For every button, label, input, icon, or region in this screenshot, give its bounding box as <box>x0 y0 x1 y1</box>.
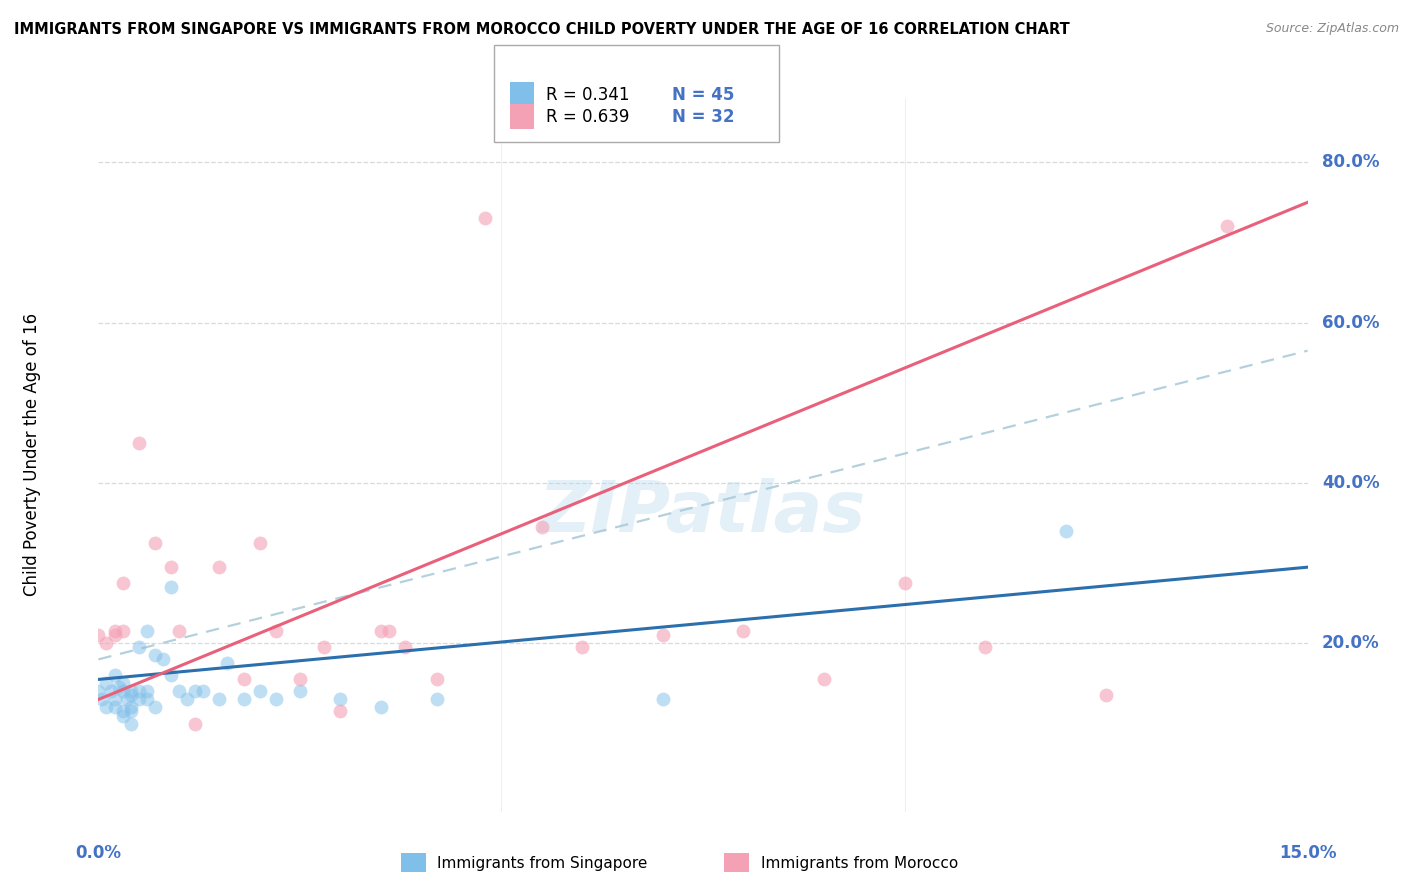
Text: Source: ZipAtlas.com: Source: ZipAtlas.com <box>1265 22 1399 36</box>
Text: IMMIGRANTS FROM SINGAPORE VS IMMIGRANTS FROM MOROCCO CHILD POVERTY UNDER THE AGE: IMMIGRANTS FROM SINGAPORE VS IMMIGRANTS … <box>14 22 1070 37</box>
Point <box>120 700 142 714</box>
Point <box>184 684 207 698</box>
Point <box>87 628 110 642</box>
Point <box>474 211 496 226</box>
Point <box>893 576 915 591</box>
Point <box>135 692 157 706</box>
Point <box>377 624 399 639</box>
Point <box>264 692 287 706</box>
Point <box>128 436 150 450</box>
Point <box>651 692 673 706</box>
Point <box>111 684 134 698</box>
Text: Immigrants from Singapore: Immigrants from Singapore <box>437 856 648 871</box>
Point <box>143 700 166 714</box>
Point <box>329 692 352 706</box>
Point <box>813 673 835 687</box>
Point <box>217 657 239 671</box>
Point <box>249 536 271 550</box>
Point <box>135 684 157 698</box>
Point <box>176 692 198 706</box>
Text: 0.0%: 0.0% <box>76 844 121 862</box>
Point <box>160 560 183 574</box>
Point <box>115 692 138 706</box>
Point <box>135 624 157 639</box>
Point <box>120 716 142 731</box>
Point <box>232 673 254 687</box>
Point <box>394 640 416 655</box>
Point <box>160 668 183 682</box>
Point <box>288 673 311 687</box>
Text: ZIPatlas: ZIPatlas <box>540 477 866 547</box>
Point <box>160 580 183 594</box>
Point <box>111 705 134 719</box>
Point <box>370 624 392 639</box>
Point <box>1216 219 1239 234</box>
Point <box>264 624 287 639</box>
Point <box>111 676 134 690</box>
Point <box>232 692 254 706</box>
Point <box>208 560 231 574</box>
Point <box>96 636 118 650</box>
Text: 40.0%: 40.0% <box>1322 474 1379 492</box>
Point <box>167 624 190 639</box>
Point <box>103 668 125 682</box>
Point <box>111 708 134 723</box>
Point <box>103 700 125 714</box>
Point <box>1054 524 1077 538</box>
Point <box>143 536 166 550</box>
Text: 80.0%: 80.0% <box>1322 153 1379 171</box>
Point <box>249 684 271 698</box>
Point <box>208 692 231 706</box>
Point <box>120 684 142 698</box>
Text: Child Poverty Under the Age of 16: Child Poverty Under the Age of 16 <box>22 313 41 597</box>
Point <box>651 628 673 642</box>
Point <box>103 692 125 706</box>
Point <box>571 640 593 655</box>
Point <box>120 689 142 703</box>
Point <box>96 700 118 714</box>
Point <box>128 692 150 706</box>
Point <box>120 705 142 719</box>
Text: R = 0.639: R = 0.639 <box>546 108 628 126</box>
Point <box>530 520 553 534</box>
Point <box>128 640 150 655</box>
Text: N = 45: N = 45 <box>672 86 734 103</box>
Point <box>329 705 352 719</box>
Point <box>103 624 125 639</box>
Point <box>974 640 997 655</box>
Point <box>107 681 129 695</box>
Point <box>87 684 110 698</box>
Point <box>1095 689 1118 703</box>
Point <box>100 684 122 698</box>
Text: 60.0%: 60.0% <box>1322 314 1379 332</box>
Point <box>111 576 134 591</box>
Point <box>128 684 150 698</box>
Text: N = 32: N = 32 <box>672 108 734 126</box>
Point <box>103 628 125 642</box>
Text: R = 0.341: R = 0.341 <box>546 86 628 103</box>
Point <box>167 684 190 698</box>
Point <box>193 684 215 698</box>
Point <box>733 624 755 639</box>
Point <box>152 652 174 666</box>
Text: 20.0%: 20.0% <box>1322 634 1379 652</box>
Text: Immigrants from Morocco: Immigrants from Morocco <box>761 856 957 871</box>
Point <box>314 640 336 655</box>
Point <box>184 716 207 731</box>
Point <box>96 676 118 690</box>
Point <box>370 700 392 714</box>
Text: 15.0%: 15.0% <box>1279 844 1336 862</box>
Point <box>426 692 449 706</box>
Point <box>143 648 166 663</box>
Point <box>288 684 311 698</box>
Point <box>91 692 114 706</box>
Point <box>111 624 134 639</box>
Point <box>426 673 449 687</box>
